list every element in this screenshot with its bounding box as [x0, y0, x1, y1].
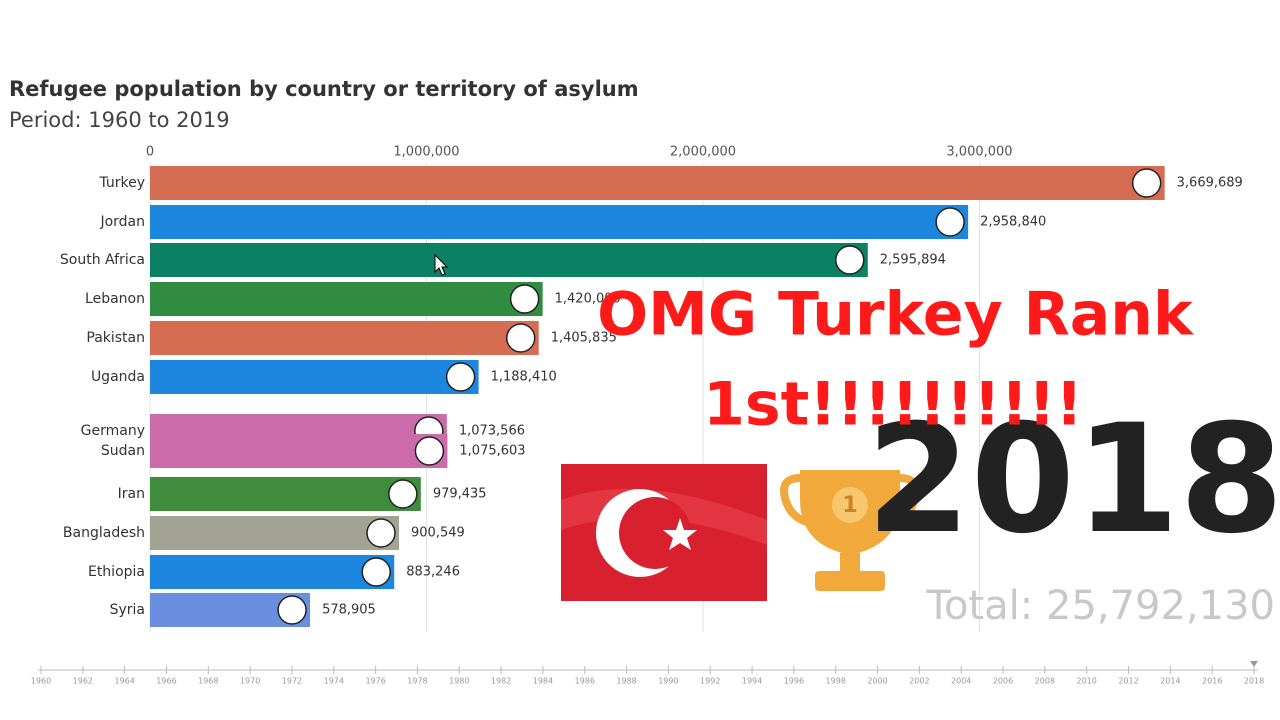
- timeline-label: 2014: [1160, 677, 1180, 686]
- timeline-label: 1994: [742, 677, 762, 686]
- value-label: 1,073,566: [459, 424, 525, 439]
- turkish-flag: [561, 464, 767, 601]
- cursor: [434, 253, 449, 276]
- timeline-label: 1978: [407, 677, 427, 686]
- flag-icon: [366, 518, 396, 548]
- timeline-label: 1960: [31, 677, 51, 686]
- flag-icon: [835, 245, 865, 275]
- bars: Turkey 3,669,689 Jordan 2,958,840 South Afri…: [60, 166, 1243, 627]
- timeline-label: 1966: [156, 677, 176, 686]
- overlay-text: 1st!!!!!!!!!!: [703, 370, 1083, 440]
- timeline-label: 2002: [909, 677, 929, 686]
- category-label: Pakistan: [86, 330, 145, 346]
- timeline-label: 2012: [1118, 677, 1138, 686]
- year-label: 2018: [866, 393, 1280, 567]
- timeline-label: 2000: [867, 677, 887, 686]
- flag-icon: [361, 557, 391, 587]
- value-label: 1,188,410: [491, 370, 557, 385]
- timeline-label: 1968: [198, 677, 218, 686]
- value-label: 2,595,894: [880, 253, 946, 268]
- timeline-label: 2016: [1202, 677, 1222, 686]
- timeline-label: 1992: [700, 677, 720, 686]
- category-label: Lebanon: [85, 291, 145, 307]
- x-tick-label: 2,000,000: [670, 145, 736, 160]
- bar: [150, 205, 969, 239]
- x-tick-label: 0: [146, 145, 154, 160]
- timeline-label: 1984: [533, 677, 553, 686]
- category-label: Syria: [110, 602, 145, 618]
- flag-icon: [1131, 168, 1162, 198]
- chart-title: Refugee population by country or territo…: [9, 77, 639, 101]
- timeline-label: 2008: [1035, 677, 1055, 686]
- bar: [150, 434, 448, 468]
- flag-icon: [388, 479, 418, 509]
- flag-icon: [414, 436, 445, 466]
- bar: [150, 477, 421, 511]
- value-label: 578,905: [322, 603, 376, 618]
- grid: 0 1,000,000 2,000,000 3,000,000: [146, 145, 1013, 632]
- timeline-label: 2006: [993, 677, 1013, 686]
- trophy: 1: [780, 470, 920, 591]
- value-label: 900,549: [411, 526, 465, 541]
- bar: [150, 321, 539, 355]
- category-label: Bangladesh: [63, 525, 145, 541]
- chart-subtitle: Period: 1960 to 2019: [9, 108, 230, 132]
- total-label: Total: 25,792,130: [925, 583, 1275, 629]
- flag-icon: [505, 323, 536, 353]
- timeline-label: 1972: [282, 677, 302, 686]
- category-label: Sudan: [101, 443, 145, 459]
- bar: [150, 282, 543, 316]
- timeline-label: 1974: [324, 677, 344, 686]
- timeline-label: 1998: [826, 677, 846, 686]
- timeline-label: 2018: [1244, 677, 1264, 686]
- bar: [150, 360, 479, 394]
- value-label: 2,958,840: [980, 215, 1046, 230]
- category-label: Jordan: [99, 214, 145, 230]
- overlay-text: OMG Turkey Rank: [597, 280, 1195, 350]
- timeline-marker: [1250, 661, 1258, 667]
- bar: [150, 555, 395, 589]
- bar: [150, 516, 400, 550]
- value-label: 979,435: [433, 487, 487, 502]
- category-label: Ethiopia: [88, 564, 145, 580]
- category-label: Uganda: [91, 369, 145, 385]
- flag-icon: [935, 207, 965, 237]
- value-label: 883,246: [406, 565, 460, 580]
- timeline-label: 1988: [616, 677, 636, 686]
- bar: [150, 243, 868, 277]
- x-tick-label: 3,000,000: [946, 145, 1012, 160]
- value-label: 1,405,835: [551, 331, 617, 346]
- flag-icon: [277, 595, 307, 625]
- category-label: Germany: [81, 423, 145, 439]
- timeline: 1960 1962 1964 1966 1968 1970 1972 1974 1976 1978…: [31, 661, 1264, 686]
- category-label: South Africa: [60, 252, 145, 268]
- value-label: 1,420,000: [555, 292, 621, 307]
- timeline-label: 1962: [73, 677, 93, 686]
- flag-icon: [509, 284, 540, 314]
- trophy-label: 1: [842, 493, 857, 518]
- timeline-label: 1990: [658, 677, 678, 686]
- timeline-label: 2004: [951, 677, 971, 686]
- timeline-label: 1982: [491, 677, 511, 686]
- timeline-label: 1996: [784, 677, 804, 686]
- timeline-label: 1980: [449, 677, 469, 686]
- timeline-label: 1970: [240, 677, 260, 686]
- category-label: Turkey: [98, 175, 145, 191]
- value-label: 3,669,689: [1177, 176, 1243, 191]
- x-tick-label: 1,000,000: [393, 145, 459, 160]
- value-label: 1,075,603: [459, 444, 525, 459]
- timeline-label: 1976: [365, 677, 385, 686]
- flag-icon: [445, 362, 476, 392]
- timeline-label: 1964: [114, 677, 134, 686]
- timeline-label: 1986: [575, 677, 595, 686]
- category-label: Iran: [118, 486, 145, 502]
- timeline-label: 2010: [1077, 677, 1097, 686]
- bar: [150, 166, 1165, 200]
